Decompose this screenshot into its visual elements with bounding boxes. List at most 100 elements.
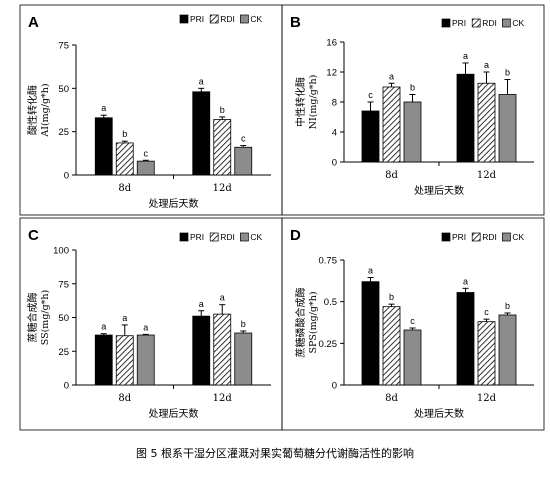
bar	[456, 292, 475, 386]
y-tick-label: 0.25	[319, 339, 338, 350]
x-tick-label: 8d	[385, 393, 398, 404]
y-tick-label: 50	[58, 313, 69, 324]
x-tick-label: 12d	[213, 183, 233, 194]
y-axis-title-cn: 酸性转化酶	[26, 85, 39, 135]
legend-label: RDI	[482, 232, 497, 242]
x-tick-label: 12d	[213, 393, 233, 404]
significance-letter: c	[484, 307, 489, 317]
bar	[192, 91, 211, 176]
y-tick-label: 75	[58, 279, 69, 290]
significance-letter: b	[410, 83, 415, 93]
legend-swatch	[179, 14, 189, 24]
y-axis-title-en: NI(mg/g*h)	[308, 75, 319, 130]
figure-caption: 图 5 根系干湿分区灌溉对果实葡萄糖分代谢酶活性的影响	[136, 447, 414, 460]
legend-swatch	[441, 18, 451, 28]
legend-swatch	[502, 18, 511, 28]
y-tick-label: 0.75	[319, 256, 338, 267]
x-tick-label: 8d	[118, 183, 131, 194]
y-axis-title-cn: 蔗糖磷酸合成酶	[294, 288, 307, 358]
significance-letter: a	[484, 60, 489, 70]
significance-letter: a	[463, 276, 468, 286]
significance-letter: a	[220, 293, 225, 303]
bar	[477, 82, 496, 163]
y-axis-title-en: SPS(mg/g*h)	[308, 291, 319, 353]
legend-swatch	[502, 232, 511, 242]
x-tick-label: 12d	[477, 393, 497, 404]
y-tick-label: 0.5	[324, 297, 337, 308]
y-tick-label: 8	[332, 98, 337, 109]
bar	[361, 110, 380, 163]
legend-swatch	[209, 14, 219, 24]
panel-frame	[19, 4, 283, 216]
significance-letter: a	[101, 322, 106, 332]
panel-label: A	[28, 14, 39, 31]
bar	[234, 146, 253, 176]
bar	[382, 86, 401, 163]
legend-swatch	[179, 232, 189, 242]
y-axis-title-en: AI(mg/g*h)	[40, 83, 51, 137]
significance-letter: a	[199, 299, 204, 309]
bar	[403, 329, 422, 386]
y-tick-label: 50	[58, 84, 69, 95]
legend-label: RDI	[482, 18, 497, 28]
bar	[213, 119, 232, 176]
legend-label: PRI	[452, 18, 466, 28]
panel-label: B	[290, 14, 301, 31]
y-tick-label: 100	[53, 246, 69, 257]
panel-b: B 0 4 8 12 16 8d c a b 12d a a b 处理后天数 中性转化酶 NI(mg/g*h) P…	[281, 4, 545, 216]
significance-letter: b	[505, 301, 510, 311]
legend-label: RDI	[220, 232, 235, 242]
bar	[115, 335, 134, 386]
bar	[361, 281, 380, 386]
bar	[213, 313, 232, 386]
panel-label: C	[28, 227, 39, 244]
x-axis-title: 处理后天数	[149, 407, 199, 420]
y-axis-title-cn: 蔗糖合成酶	[26, 293, 39, 343]
bar	[382, 306, 401, 386]
bar	[403, 101, 422, 163]
significance-letter: a	[463, 51, 468, 61]
legend-swatch	[240, 232, 249, 242]
y-tick-label: 0	[332, 158, 337, 169]
y-tick-label: 75	[58, 41, 69, 52]
significance-letter: a	[101, 103, 106, 113]
legend-swatch	[471, 232, 481, 242]
significance-letter: b	[505, 68, 510, 78]
panel-label: D	[290, 227, 301, 244]
x-tick-label: 8d	[118, 393, 131, 404]
panel-frame	[281, 217, 545, 431]
legend-label: RDI	[220, 14, 235, 24]
legend-swatch	[209, 232, 219, 242]
bar	[498, 314, 517, 386]
legend-swatch	[240, 14, 249, 24]
x-tick-label: 8d	[385, 170, 398, 181]
significance-letter: a	[389, 71, 394, 81]
y-tick-label: 0	[64, 171, 69, 182]
bar	[192, 315, 211, 386]
significance-letter: a	[199, 76, 204, 86]
bar	[234, 332, 253, 386]
legend-swatch	[441, 232, 451, 242]
bar	[94, 334, 113, 386]
y-tick-label: 0	[64, 381, 69, 392]
panel-frame	[281, 4, 545, 216]
bar	[498, 94, 517, 163]
panel-a: A 0 25 50 75 8d a b c 12d a b c 处理后天数 酸性转化酶 AI(mg/g*h) P…	[19, 4, 283, 216]
y-tick-label: 12	[326, 68, 337, 79]
y-axis-title-en: SS(mg/g*h)	[40, 290, 51, 346]
significance-letter: a	[143, 322, 148, 332]
significance-letter: c	[241, 134, 246, 144]
significance-letter: b	[241, 319, 246, 329]
x-tick-label: 12d	[477, 170, 497, 181]
significance-letter: b	[220, 105, 225, 115]
bar	[136, 334, 155, 386]
x-axis-title: 处理后天数	[149, 197, 199, 210]
legend-label: CK	[250, 14, 262, 24]
bar	[456, 73, 475, 163]
significance-letter: a	[368, 266, 373, 276]
y-tick-label: 4	[332, 128, 337, 139]
legend-label: CK	[512, 18, 524, 28]
legend-swatch	[471, 18, 481, 28]
significance-letter: c	[368, 90, 373, 100]
